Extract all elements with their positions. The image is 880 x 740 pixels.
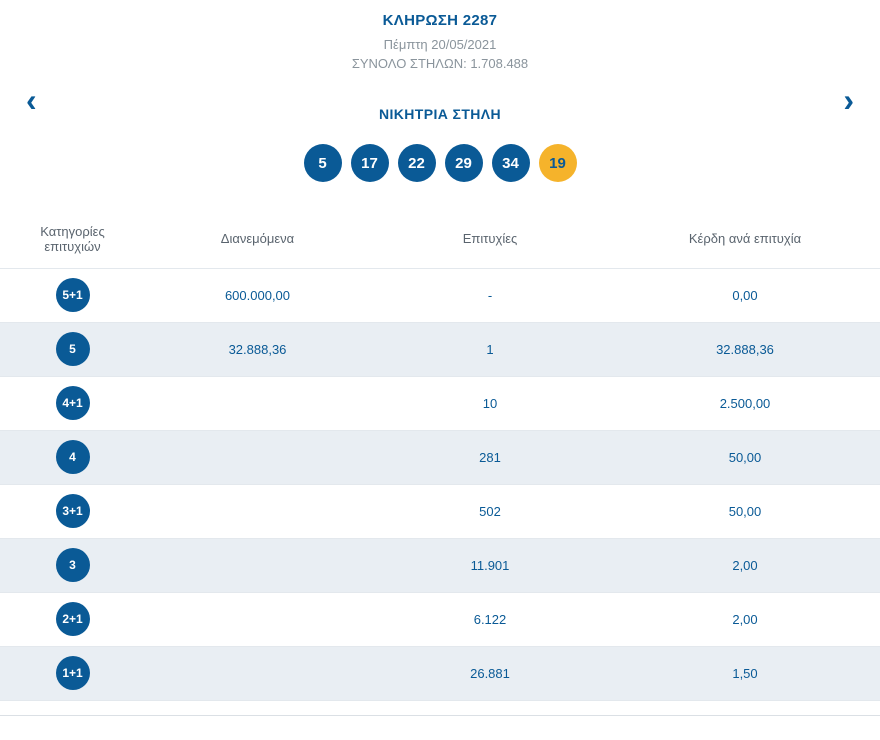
- winning-column-title: ΝΙΚΗΤΡΙΑ ΣΤΗΛΗ: [378, 106, 502, 122]
- cell-prize: 2,00: [732, 557, 758, 573]
- cell-prize: 1,50: [732, 665, 758, 681]
- category-badge: 3+1: [55, 494, 90, 528]
- draw-date: Πέμπτη 20/05/2021: [383, 37, 497, 52]
- prize-table-row: 3+1 502 50,00: [0, 484, 880, 538]
- next-draw-arrow-icon[interactable]: ›: [843, 82, 854, 118]
- winning-number-ball: 17: [350, 144, 389, 182]
- cell-category: 1+1: [0, 646, 145, 700]
- total-columns: ΣΥΝΟΛΟ ΣΤΗΛΩΝ: 1.708.488: [351, 56, 529, 71]
- cell-distributed: 32.888,36: [228, 341, 287, 357]
- cell-category: 5: [0, 322, 145, 376]
- cell-distributed: [145, 646, 370, 700]
- cell-prize: 32.888,36: [716, 341, 774, 357]
- draw-title: ΚΛΗΡΩΣΗ 2287: [382, 12, 498, 29]
- cell-distributed: 600.000,00: [224, 287, 291, 303]
- prize-table-row: 1+1 26.881 1,50: [0, 646, 880, 700]
- column-header-prize: Κέρδη ανά επιτυχία: [688, 231, 802, 247]
- prize-categories-table: Κατηγορίες επιτυχιών Διανεμόμενα Επιτυχί…: [0, 210, 880, 701]
- winning-numbers-row: 5 17 22 29 34 19: [0, 144, 880, 182]
- cell-winners: 26.881: [470, 665, 510, 681]
- cell-prize: 50,00: [728, 449, 762, 465]
- cell-winners: 6.122: [473, 611, 507, 627]
- prize-table-row: 5+1 600.000,00 - 0,00: [0, 268, 880, 322]
- cell-category: 4+1: [0, 376, 145, 430]
- cell-prize: 2,00: [732, 611, 758, 627]
- cell-winners: 11.901: [470, 557, 510, 573]
- category-badge: 4: [55, 440, 90, 474]
- cell-prize: 0,00: [732, 287, 758, 303]
- cell-distributed: [145, 538, 370, 592]
- cell-category: 3: [0, 538, 145, 592]
- category-badge: 5: [55, 332, 90, 366]
- cell-distributed: [145, 376, 370, 430]
- prize-table-row: 2+1 6.122 2,00: [0, 592, 880, 646]
- cell-category: 5+1: [0, 268, 145, 322]
- category-badge: 5+1: [55, 278, 90, 312]
- column-header-distributed: Διανεμόμενα: [220, 231, 295, 247]
- prize-table-row: 4 281 50,00: [0, 430, 880, 484]
- category-badge: 4+1: [55, 386, 90, 420]
- bottom-divider: [0, 714, 880, 716]
- prize-table-row: 5 32.888,36 1 32.888,36: [0, 322, 880, 376]
- category-badge: 2+1: [55, 602, 90, 636]
- column-header-categories: Κατηγορίες επιτυχιών: [40, 223, 105, 254]
- cell-winners: 1: [486, 341, 494, 357]
- cell-category: 2+1: [0, 592, 145, 646]
- cell-winners: 281: [479, 449, 501, 465]
- column-header-winners: Επιτυχίες: [462, 231, 518, 247]
- draw-header: ΚΛΗΡΩΣΗ 2287 Πέμπτη 20/05/2021 ΣΥΝΟΛΟ ΣΤ…: [0, 0, 880, 71]
- cell-distributed: [145, 484, 370, 538]
- draw-navigation: ‹ ΝΙΚΗΤΡΙΑ ΣΤΗΛΗ ›: [0, 82, 880, 127]
- winning-number-ball: 29: [444, 144, 483, 182]
- prize-table-row: 3 11.901 2,00: [0, 538, 880, 592]
- cell-winners: 502: [479, 503, 501, 519]
- category-badge: 1+1: [55, 656, 90, 690]
- cell-distributed: [145, 430, 370, 484]
- cell-distributed: [145, 592, 370, 646]
- cell-category: 3+1: [0, 484, 145, 538]
- cell-winners: -: [487, 287, 493, 303]
- cell-category: 4: [0, 430, 145, 484]
- prize-table-row: 4+1 10 2.500,00: [0, 376, 880, 430]
- joker-number-ball: 19: [538, 144, 577, 182]
- cell-prize: 50,00: [728, 503, 762, 519]
- cell-prize: 2.500,00: [719, 395, 771, 411]
- winning-number-ball: 22: [397, 144, 436, 182]
- category-badge: 3: [55, 548, 90, 582]
- table-header: Κατηγορίες επιτυχιών Διανεμόμενα Επιτυχί…: [0, 210, 880, 268]
- winning-number-ball: 34: [491, 144, 530, 182]
- cell-winners: 10: [482, 395, 498, 411]
- winning-number-ball: 5: [303, 144, 342, 182]
- prev-draw-arrow-icon[interactable]: ‹: [26, 82, 37, 118]
